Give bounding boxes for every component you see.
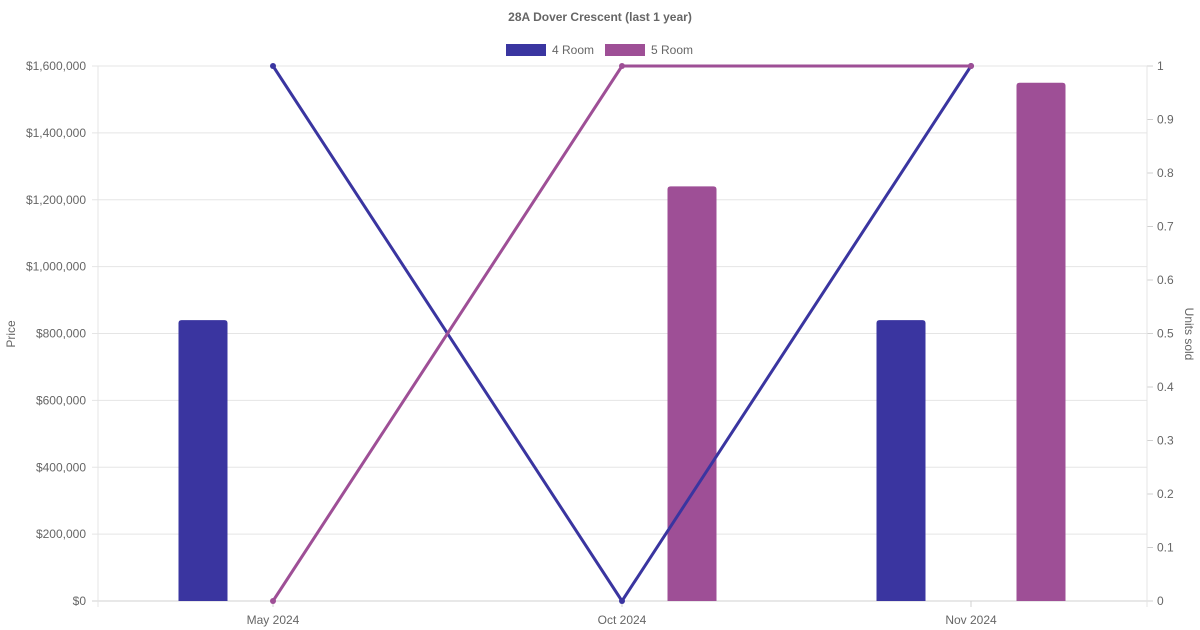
y-left-tick-label: $800,000	[36, 327, 86, 341]
bar-4-room	[876, 320, 926, 601]
left-axis-ticks: $0 $200,000 $400,000 $600,000 $800,000 $1,000…	[26, 59, 86, 608]
y-right-tick-label: 0.2	[1157, 487, 1174, 501]
legend-swatch[interactable]	[605, 44, 645, 56]
point-4-room	[619, 598, 625, 604]
bars	[178, 82, 1066, 601]
y-left-tick-label: $0	[73, 594, 87, 608]
y-right-tick-label: 0.1	[1157, 541, 1174, 555]
y-left-axis-title: Price	[4, 320, 18, 348]
point-5-room	[270, 598, 276, 604]
grid-lines	[92, 65, 1153, 607]
y-right-tick-label: 0.7	[1157, 220, 1174, 234]
y-right-tick-label: 0.6	[1157, 273, 1174, 287]
y-left-tick-label: $1,600,000	[26, 59, 86, 73]
bar-5-room	[667, 186, 717, 601]
bar-4-room	[178, 320, 228, 601]
y-left-tick-label: $1,000,000	[26, 260, 86, 274]
legend-swatch[interactable]	[506, 44, 546, 56]
y-left-tick-label: $400,000	[36, 460, 86, 474]
y-right-tick-label: 0.3	[1157, 434, 1174, 448]
y-right-tick-label: 0.5	[1157, 327, 1174, 341]
legend-label[interactable]: 5 Room	[651, 43, 693, 57]
bar-5-room	[1016, 82, 1066, 601]
y-left-tick-label: $200,000	[36, 527, 86, 541]
unit-lines	[270, 63, 974, 604]
x-tick-label: May 2024	[247, 613, 300, 627]
point-4-room	[270, 63, 276, 69]
legend-label[interactable]: 4 Room	[552, 43, 594, 57]
y-left-tick-label: $600,000	[36, 393, 86, 407]
x-tick-label: Nov 2024	[945, 613, 997, 627]
y-right-tick-label: 0.9	[1157, 113, 1174, 127]
x-axis-ticks: May 2024 Oct 2024 Nov 2024	[247, 613, 997, 627]
legend: 4 Room 5 Room	[506, 43, 693, 57]
y-left-tick-label: $1,200,000	[26, 193, 86, 207]
x-tick-label: Oct 2024	[598, 613, 647, 627]
y-right-tick-label: 0.8	[1157, 166, 1174, 180]
y-right-tick-label: 0.4	[1157, 380, 1174, 394]
y-right-tick-label: 0	[1157, 594, 1164, 608]
chart-title: 28A Dover Crescent (last 1 year)	[508, 10, 692, 24]
point-5-room	[619, 63, 625, 69]
y-right-tick-label: 1	[1157, 59, 1164, 73]
right-axis-ticks: 0 0.1 0.2 0.3 0.4 0.5 0.6 0.7 0.8 0.9 1	[1157, 59, 1174, 608]
y-left-tick-label: $1,400,000	[26, 126, 86, 140]
point-5-room	[968, 63, 974, 69]
y-right-axis-title: Units sold	[1182, 308, 1196, 361]
